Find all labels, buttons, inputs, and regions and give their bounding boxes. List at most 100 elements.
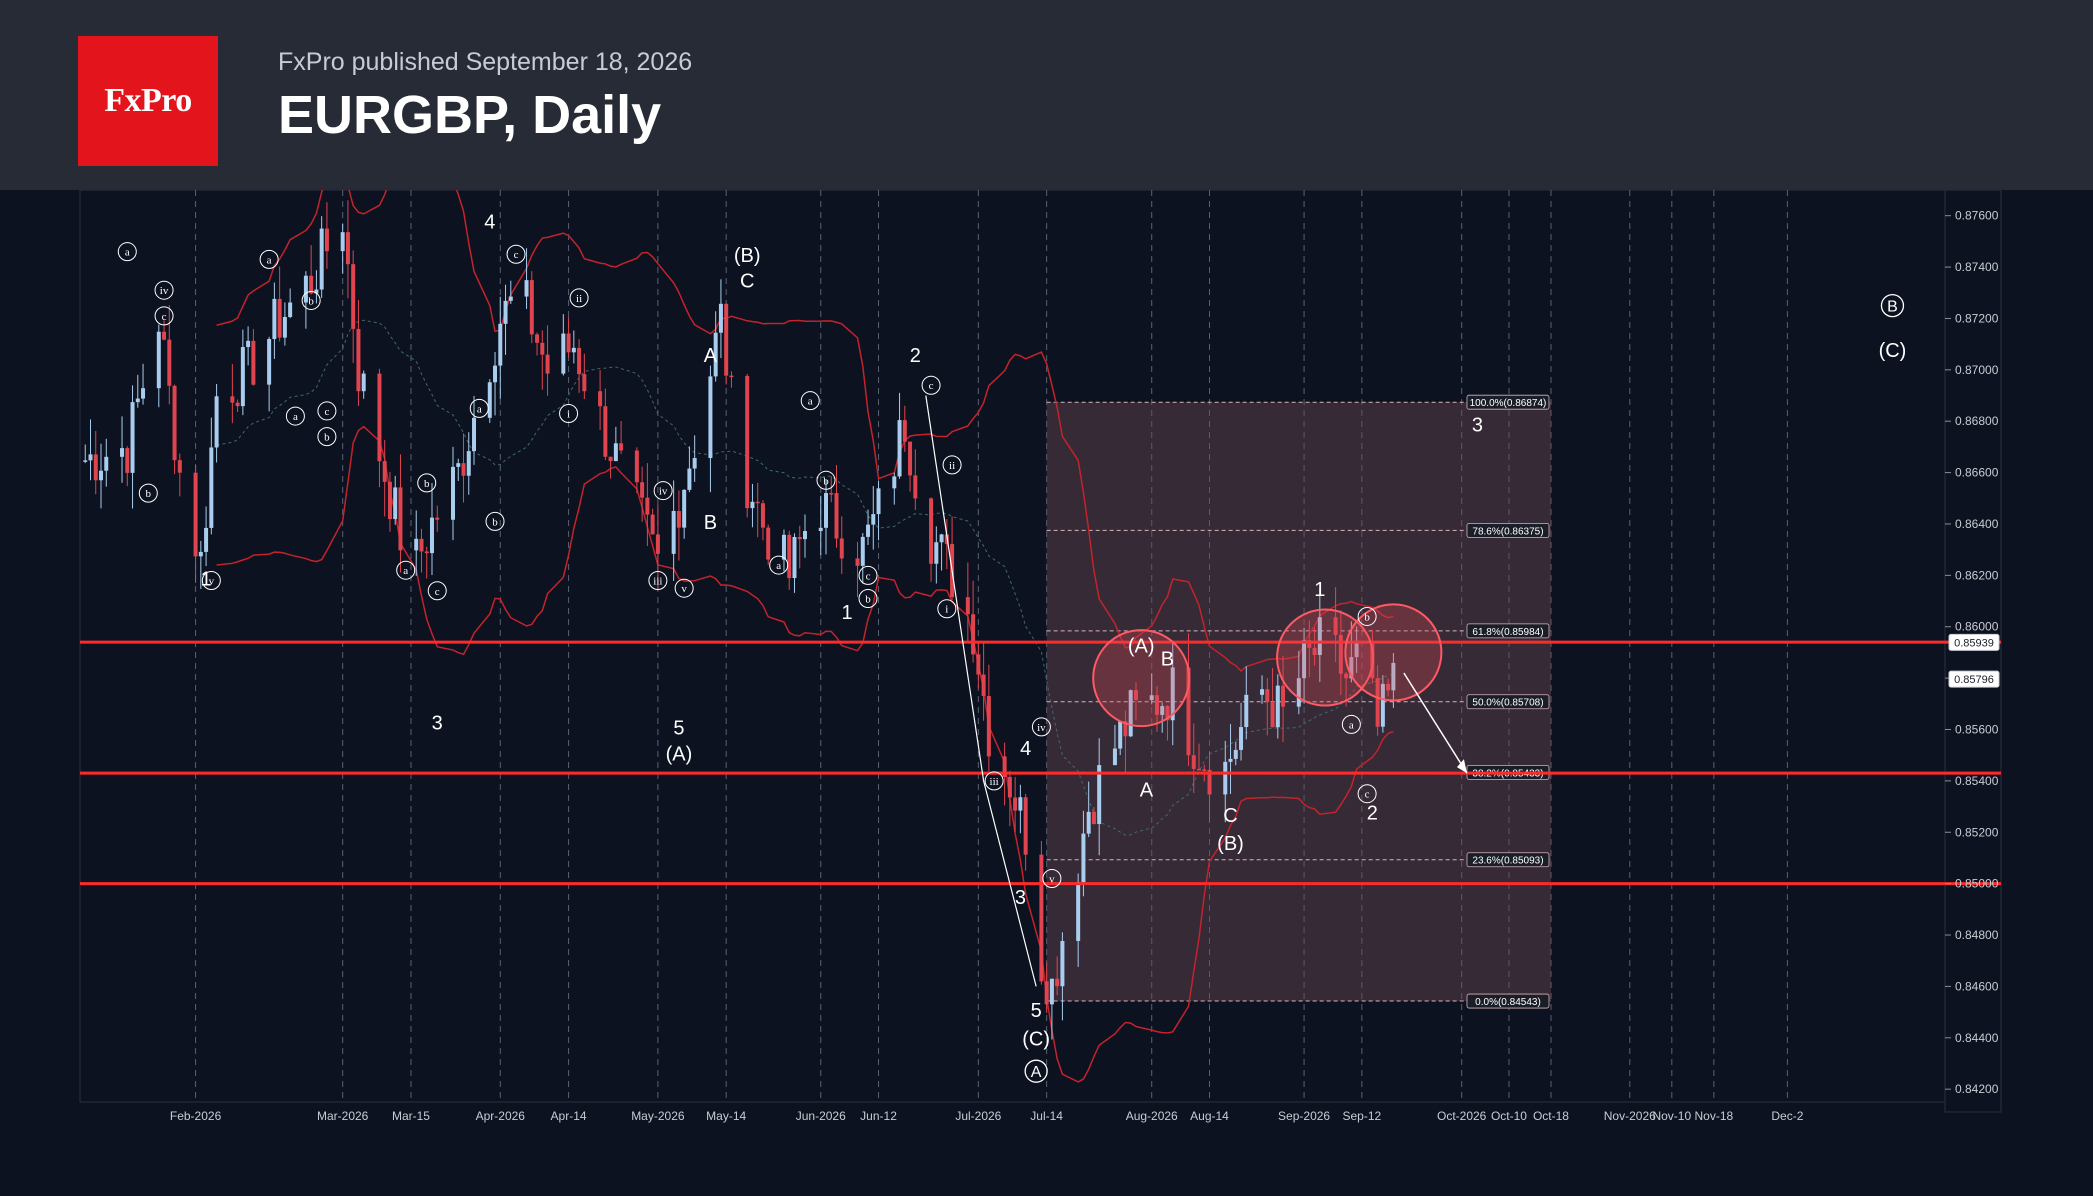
candle-body: [1076, 882, 1081, 941]
major-wave-label: B: [1887, 299, 1898, 316]
wave-label: (A): [1128, 635, 1155, 657]
price-tag-box: [1948, 670, 2000, 688]
x-tick-label: May-14: [706, 1109, 746, 1123]
candle-body: [393, 487, 398, 520]
wave-circle: [1357, 606, 1377, 626]
candle-body: [1039, 854, 1044, 982]
wave-circle: [154, 306, 174, 326]
y-tick-label: 0.84200: [1955, 1082, 1999, 1096]
circled-wave-label: a: [293, 411, 298, 423]
wave-label: (B): [1217, 833, 1244, 855]
candle-body: [929, 498, 934, 564]
candle-body: [640, 482, 645, 498]
candle-body: [508, 296, 513, 301]
candle-body: [340, 232, 345, 252]
y-tick-label: 0.85400: [1955, 774, 1999, 788]
price-chart: 100.0%(0.86874) 78.6%(0.86375) 61.8%(0.859…: [79, 190, 2002, 1123]
wave-circle: [984, 771, 1004, 791]
wave-circle: [1341, 714, 1361, 734]
candle-body: [545, 354, 550, 374]
candle-body: [1118, 721, 1123, 749]
candle-body: [198, 551, 203, 557]
circled-wave-label: b: [492, 516, 498, 528]
candle-body: [571, 347, 576, 353]
candle-body: [1223, 761, 1228, 795]
circled-wave-label: v: [1049, 873, 1055, 885]
candle-body: [324, 228, 329, 252]
wave-circle: [559, 404, 579, 424]
candle-body: [204, 527, 209, 552]
candle-body: [88, 454, 93, 461]
candle-body: [781, 534, 786, 560]
candle-body: [792, 536, 797, 579]
wave-label: A: [1140, 779, 1154, 801]
x-tick-label: Sep-12: [1343, 1109, 1382, 1123]
candle-body: [1270, 702, 1275, 728]
candle-body: [120, 448, 125, 457]
circled-wave-label: ii: [949, 460, 955, 472]
wave-circle: [201, 570, 221, 590]
candle-body: [1007, 776, 1012, 798]
circled-wave-label: b: [1364, 611, 1370, 623]
candle-body: [682, 489, 687, 528]
candle-body: [309, 275, 314, 294]
x-tick-label: Jun-12: [860, 1109, 897, 1123]
x-tick-label: Nov-18: [1695, 1109, 1734, 1123]
candle-body: [1239, 727, 1244, 750]
x-tick-label: Oct-18: [1533, 1109, 1569, 1123]
wave-circle: [396, 560, 416, 580]
candle-body: [1002, 756, 1007, 777]
candle-body: [902, 420, 907, 442]
candle-body: [750, 501, 755, 509]
y-tick-label: 0.87400: [1955, 260, 1999, 274]
candle-body: [1265, 689, 1270, 703]
wave-label: (A): [666, 743, 693, 765]
candle-body: [209, 447, 214, 528]
candle-body: [1333, 617, 1338, 636]
candle-body: [535, 334, 540, 343]
wave-circle: [769, 555, 789, 575]
candle-body: [971, 614, 976, 655]
candle-body: [435, 517, 440, 520]
highlight-circle: [1092, 629, 1191, 728]
candle-body: [1202, 769, 1207, 771]
wave-path-line: [925, 395, 1037, 987]
candle-body: [708, 376, 713, 459]
candle-body: [1186, 667, 1191, 756]
wave-circle: [1031, 717, 1051, 737]
candle-body: [414, 538, 419, 551]
candle-body: [729, 375, 734, 378]
wave-circle: [816, 470, 836, 490]
fib-label: 78.6%(0.86375): [1472, 526, 1543, 537]
x-tick-label: Jul-2026: [955, 1109, 1001, 1123]
candle-body: [356, 328, 361, 392]
side-wave-label: (C): [1879, 340, 1907, 362]
middle-band: [216, 319, 1394, 836]
x-tick-label: May-2026: [631, 1109, 685, 1123]
candle-body: [655, 534, 660, 554]
x-tick-label: Nov-2026: [1604, 1109, 1656, 1123]
candle-body: [1191, 755, 1196, 769]
candle-body: [498, 323, 503, 366]
candle-body: [818, 527, 823, 532]
wave-label: B: [1161, 648, 1174, 670]
candle-body: [1375, 678, 1380, 727]
wave-label: 3: [1472, 414, 1483, 436]
wave-circle: [937, 599, 957, 619]
circled-wave-label: a: [477, 403, 482, 415]
candle-body: [619, 443, 624, 451]
x-tick-label: Mar-15: [392, 1109, 430, 1123]
candle-body: [839, 538, 844, 559]
wave-circle: [674, 578, 694, 598]
candle-body: [913, 475, 918, 499]
candle-body: [1349, 657, 1354, 679]
fib-label-box: [1466, 993, 1550, 1009]
y-tick-label: 0.84400: [1955, 1031, 1999, 1045]
projection-arrow-line: [1403, 672, 1468, 774]
candle-body: [566, 333, 571, 353]
circled-wave-label: iii: [990, 776, 999, 788]
y-tick-label: 0.86000: [1955, 620, 1999, 634]
wave-label: B: [704, 512, 717, 534]
candle-body: [230, 396, 235, 403]
candle-body: [787, 534, 792, 579]
